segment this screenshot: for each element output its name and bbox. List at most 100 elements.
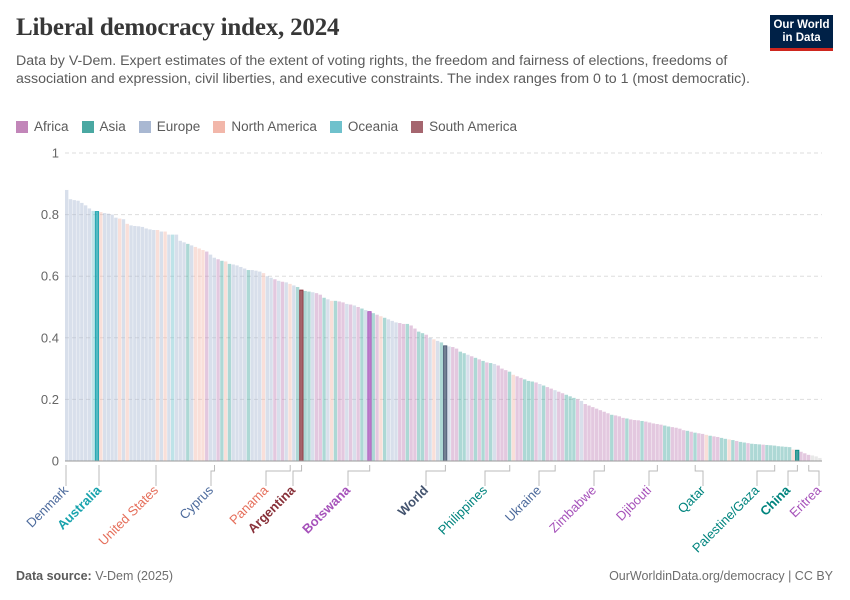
bar[interactable] — [477, 359, 481, 461]
bar[interactable] — [606, 413, 610, 461]
bar[interactable] — [242, 268, 247, 462]
bar[interactable] — [394, 322, 398, 461]
bar[interactable] — [155, 230, 160, 461]
bar[interactable] — [469, 356, 474, 461]
bar[interactable] — [666, 426, 671, 461]
bar-highlighted[interactable] — [299, 289, 304, 462]
owid-logo[interactable]: Our World in Data — [770, 15, 833, 51]
bar[interactable] — [326, 299, 330, 461]
bar[interactable] — [136, 226, 141, 461]
bar[interactable] — [231, 264, 235, 461]
bar[interactable] — [564, 394, 569, 461]
bar[interactable] — [697, 433, 701, 461]
bar[interactable] — [205, 251, 209, 461]
bar[interactable] — [742, 442, 746, 461]
legend-item-oceania[interactable]: Oceania — [329, 119, 398, 134]
bar[interactable] — [628, 419, 633, 461]
bar[interactable] — [613, 415, 618, 461]
bar[interactable] — [587, 405, 591, 461]
bar[interactable] — [806, 454, 811, 461]
bar[interactable] — [432, 339, 436, 461]
bar[interactable] — [246, 270, 251, 461]
bar[interactable] — [738, 441, 743, 461]
bar[interactable] — [750, 443, 754, 461]
bar[interactable] — [594, 408, 599, 461]
legend-item-europe[interactable]: Europe — [138, 119, 200, 134]
bar[interactable] — [341, 302, 345, 461]
bar[interactable] — [522, 379, 527, 461]
bar[interactable] — [91, 210, 95, 461]
bar[interactable] — [488, 363, 493, 461]
bar[interactable] — [791, 449, 796, 461]
bar[interactable] — [371, 313, 375, 461]
bar[interactable] — [632, 420, 637, 461]
bar[interactable] — [360, 308, 364, 461]
bar[interactable] — [708, 435, 712, 461]
bar[interactable] — [663, 425, 667, 461]
bar[interactable] — [481, 360, 485, 461]
bar[interactable] — [655, 424, 659, 461]
bar[interactable] — [636, 420, 640, 461]
bar[interactable] — [375, 314, 379, 461]
bar[interactable] — [379, 316, 383, 461]
bar[interactable] — [689, 431, 693, 461]
bar[interactable] — [712, 436, 716, 461]
legend-item-south-america[interactable]: South America — [411, 119, 517, 134]
bar[interactable] — [189, 245, 194, 461]
bar[interactable] — [329, 300, 334, 461]
bar[interactable] — [401, 323, 406, 461]
bar[interactable] — [610, 414, 614, 461]
bar[interactable] — [201, 250, 205, 461]
bar[interactable] — [814, 456, 818, 461]
bar[interactable] — [307, 291, 311, 461]
bar[interactable] — [356, 307, 360, 461]
bar[interactable] — [693, 432, 697, 461]
bar[interactable] — [784, 446, 788, 461]
bar[interactable] — [284, 282, 288, 461]
bar-highlighted[interactable] — [367, 311, 372, 462]
bar[interactable] — [197, 248, 201, 461]
bar[interactable] — [757, 444, 762, 461]
bar[interactable] — [182, 242, 186, 461]
bar[interactable] — [148, 229, 152, 461]
bar[interactable] — [769, 445, 773, 461]
bar[interactable] — [428, 337, 432, 461]
bar-highlighted[interactable] — [795, 449, 800, 462]
bar[interactable] — [167, 234, 171, 461]
bar[interactable] — [83, 205, 88, 461]
bar[interactable] — [572, 397, 576, 461]
bar[interactable] — [780, 446, 784, 461]
bar[interactable] — [258, 271, 262, 461]
legend-item-africa[interactable]: Africa — [16, 119, 69, 134]
bar[interactable] — [295, 286, 300, 461]
bar[interactable] — [87, 208, 92, 461]
bar[interactable] — [647, 422, 652, 462]
bar[interactable] — [787, 447, 792, 461]
bar[interactable] — [526, 380, 531, 461]
bar[interactable] — [345, 303, 349, 461]
bar[interactable] — [159, 231, 164, 461]
bar[interactable] — [473, 357, 478, 461]
bar[interactable] — [685, 430, 690, 461]
bar[interactable] — [220, 260, 224, 461]
bar-highlighted[interactable] — [94, 211, 100, 462]
bar[interactable] — [76, 200, 80, 462]
bar[interactable] — [447, 346, 451, 461]
bar[interactable] — [273, 279, 277, 461]
bar[interactable] — [579, 400, 584, 461]
bar[interactable] — [261, 273, 266, 461]
bar[interactable] — [68, 199, 73, 461]
bar[interactable] — [80, 202, 84, 461]
bar[interactable] — [538, 384, 542, 461]
bar[interactable] — [704, 434, 709, 461]
bar[interactable] — [560, 393, 565, 461]
bar[interactable] — [553, 390, 557, 461]
bar[interactable] — [598, 410, 603, 461]
bar[interactable] — [152, 230, 156, 461]
bar[interactable] — [621, 417, 625, 461]
bar[interactable] — [568, 396, 572, 461]
bar[interactable] — [451, 347, 455, 461]
bar[interactable] — [723, 438, 727, 461]
bar[interactable] — [625, 418, 629, 461]
bar[interactable] — [311, 292, 315, 461]
